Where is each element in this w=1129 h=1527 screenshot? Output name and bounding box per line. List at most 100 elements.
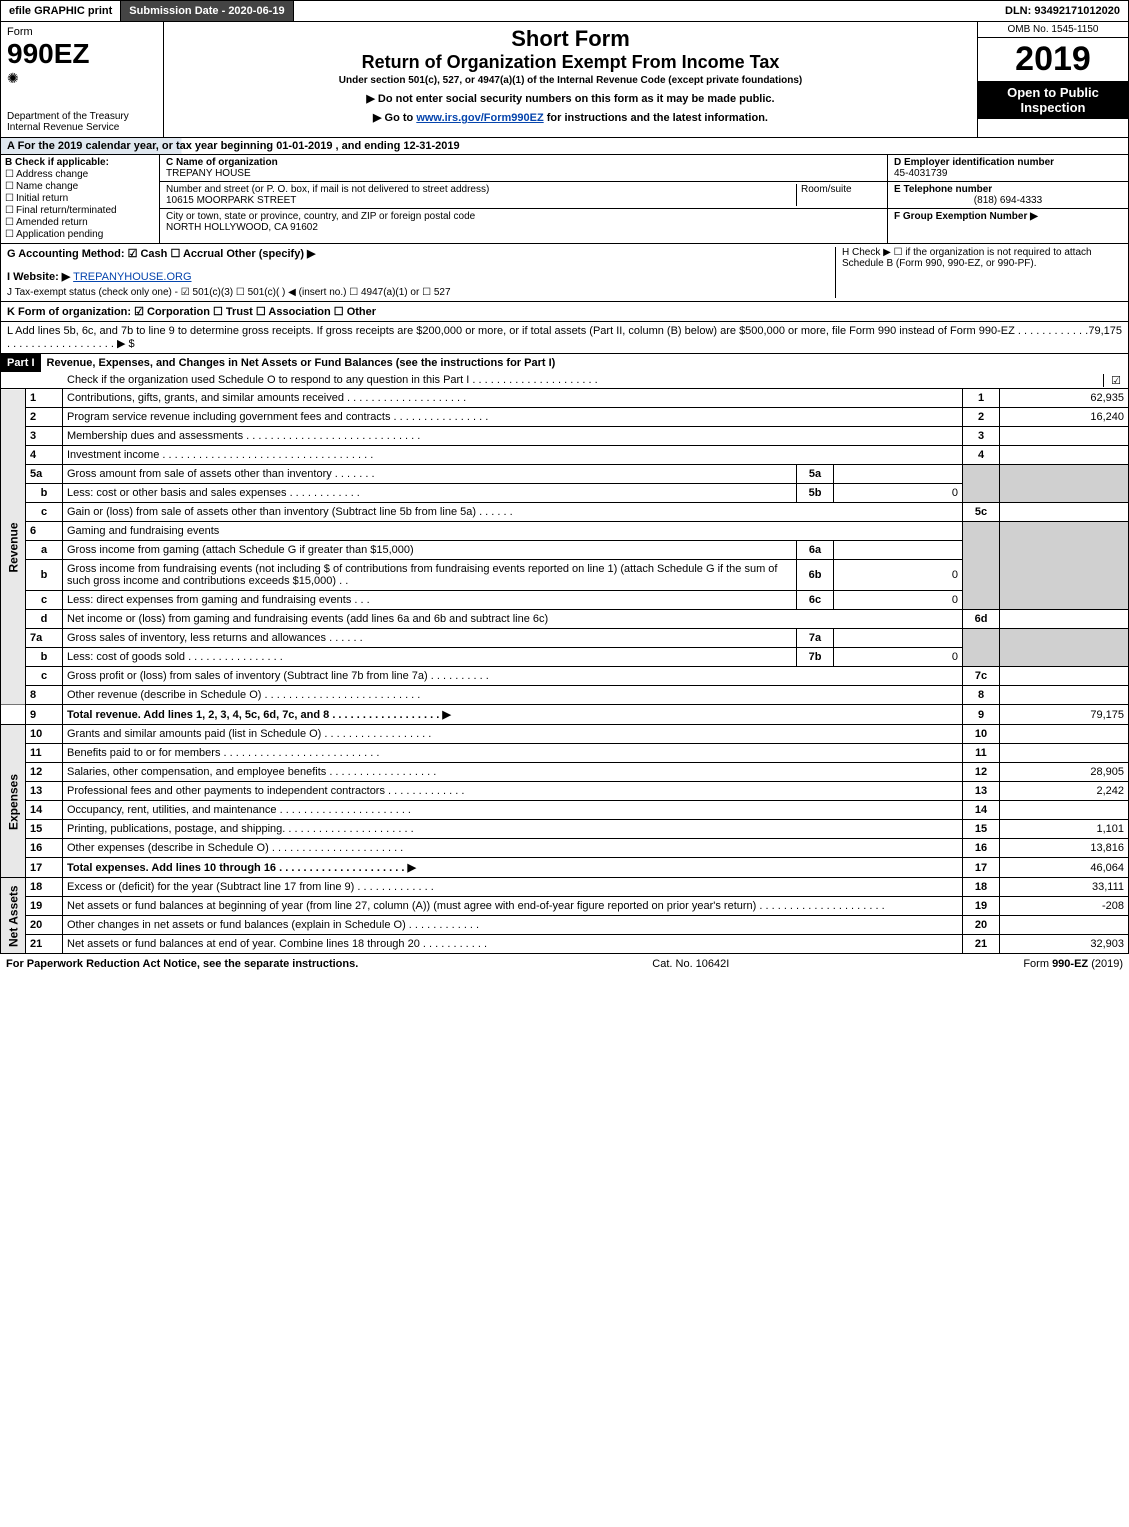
- line-6d-val: [1000, 610, 1129, 629]
- line-8-num: 8: [26, 686, 63, 705]
- footer-pre: Form: [1023, 958, 1052, 970]
- row-l: L Add lines 5b, 6c, and 7b to line 9 to …: [0, 322, 1129, 354]
- line-8-desc: Other revenue (describe in Schedule O) .…: [63, 686, 963, 705]
- section-def: D Employer identification number 45-4031…: [887, 155, 1128, 243]
- line-16-num: 16: [26, 839, 63, 858]
- line-15-desc: Printing, publications, postage, and shi…: [63, 820, 963, 839]
- efile-print-button[interactable]: efile GRAPHIC print: [1, 1, 121, 21]
- city-label: City or town, state or province, country…: [166, 211, 475, 222]
- section-b: B Check if applicable: Address change Na…: [1, 155, 160, 243]
- line-6-num: 6: [26, 522, 63, 541]
- line-1-val: 62,935: [1000, 389, 1129, 408]
- line-17-desc: Total expenses. Add lines 10 through 16 …: [63, 858, 963, 878]
- line-10-val: [1000, 725, 1129, 744]
- line-13-val: 2,242: [1000, 782, 1129, 801]
- line-5c-desc: Gain or (loss) from sale of assets other…: [63, 503, 963, 522]
- sidelabel-expenses: Expenses: [1, 725, 26, 878]
- line-5a-desc: Gross amount from sale of assets other t…: [63, 465, 797, 484]
- line-1-rnum: 1: [963, 389, 1000, 408]
- line-11-num: 11: [26, 744, 63, 763]
- line-12-num: 12: [26, 763, 63, 782]
- section-b-label: B Check if applicable:: [5, 157, 109, 168]
- line-6-greyval: [1000, 522, 1129, 610]
- line-6d-desc: Net income or (loss) from gaming and fun…: [63, 610, 963, 629]
- website-link[interactable]: TREPANYHOUSE.ORG: [73, 271, 191, 283]
- line-7ab-greyval: [1000, 629, 1129, 667]
- website-label: I Website: ▶: [7, 271, 70, 283]
- line-21-desc: Net assets or fund balances at end of ye…: [63, 935, 963, 954]
- line-21-num: 21: [26, 935, 63, 954]
- sidelabel-revenue: Revenue: [1, 389, 26, 705]
- line-5c-rnum: 5c: [963, 503, 1000, 522]
- line-10-num: 10: [26, 725, 63, 744]
- line-13-rnum: 13: [963, 782, 1000, 801]
- line-5b-innum: 5b: [797, 484, 834, 503]
- line-12-desc: Salaries, other compensation, and employ…: [63, 763, 963, 782]
- line-3-num: 3: [26, 427, 63, 446]
- line-2-rnum: 2: [963, 408, 1000, 427]
- line-6-greynum: [963, 522, 1000, 610]
- irs-link[interactable]: www.irs.gov/Form990EZ: [416, 112, 543, 124]
- header-subtitle: Under section 501(c), 527, or 4947(a)(1)…: [172, 75, 969, 86]
- cb-address-change[interactable]: Address change: [5, 169, 155, 180]
- topbar-spacer: [294, 1, 997, 21]
- e-label: E Telephone number: [894, 184, 992, 195]
- ein-cell: D Employer identification number 45-4031…: [888, 155, 1128, 182]
- header-left: Form 990EZ ✺ Department of the Treasury …: [1, 22, 164, 137]
- cb-initial-return[interactable]: Initial return: [5, 193, 155, 204]
- line-12-rnum: 12: [963, 763, 1000, 782]
- part1-checkbox[interactable]: ☑: [1103, 374, 1128, 387]
- line-6c-num: c: [26, 591, 63, 610]
- line-2-num: 2: [26, 408, 63, 427]
- line-5b-num: b: [26, 484, 63, 503]
- line-7c-desc: Gross profit or (loss) from sales of inv…: [63, 667, 963, 686]
- line-14-desc: Occupancy, rent, utilities, and maintena…: [63, 801, 963, 820]
- cb-application-pending[interactable]: Application pending: [5, 229, 155, 240]
- line-9-val: 79,175: [1000, 705, 1129, 725]
- part1-header-row: Part I Revenue, Expenses, and Changes in…: [0, 354, 1129, 389]
- line-5ab-greyval: [1000, 465, 1129, 503]
- cat-number: Cat. No. 10642I: [652, 958, 729, 970]
- line-4-num: 4: [26, 446, 63, 465]
- line-5c-num: c: [26, 503, 63, 522]
- form-of-org: K Form of organization: ☑ Corporation ☐ …: [7, 305, 376, 318]
- line-5c-val: [1000, 503, 1129, 522]
- line-6c-innum: 6c: [797, 591, 834, 610]
- line-11-desc: Benefits paid to or for members . . . . …: [63, 744, 963, 763]
- line-11-rnum: 11: [963, 744, 1000, 763]
- line-18-desc: Excess or (deficit) for the year (Subtra…: [63, 878, 963, 897]
- lines-table: Revenue 1 Contributions, gifts, grants, …: [0, 389, 1129, 954]
- line-10-rnum: 10: [963, 725, 1000, 744]
- line-18-val: 33,111: [1000, 878, 1129, 897]
- treasury-seal-icon: ✺: [7, 70, 157, 87]
- omb-number: OMB No. 1545-1150: [978, 22, 1128, 38]
- line-6b-num: b: [26, 560, 63, 591]
- line-10-desc: Grants and similar amounts paid (list in…: [63, 725, 963, 744]
- paperwork-notice: For Paperwork Reduction Act Notice, see …: [6, 958, 358, 970]
- row-j-tax-exempt: J Tax-exempt status (check only one) - ☑…: [7, 287, 835, 298]
- part1-label: Part I: [1, 354, 41, 372]
- part1-check-text: Check if the organization used Schedule …: [61, 372, 1103, 388]
- line-6d-num: d: [26, 610, 63, 629]
- cb-name-change[interactable]: Name change: [5, 181, 155, 192]
- street-row: Number and street (or P. O. box, if mail…: [160, 182, 887, 209]
- line-20-desc: Other changes in net assets or fund bala…: [63, 916, 963, 935]
- cb-amended-return[interactable]: Amended return: [5, 217, 155, 228]
- row-a-tax-year: A For the 2019 calendar year, or tax yea…: [0, 138, 1129, 155]
- line-6d-rnum: 6d: [963, 610, 1000, 629]
- line-6c-desc: Less: direct expenses from gaming and fu…: [63, 591, 797, 610]
- line-9-num: 9: [26, 705, 63, 725]
- sidelabel-netassets: Net Assets: [1, 878, 26, 954]
- goto-pre: ▶ Go to: [373, 112, 416, 124]
- cb-final-return[interactable]: Final return/terminated: [5, 205, 155, 216]
- line-7a-innum: 7a: [797, 629, 834, 648]
- line-1-desc: Contributions, gifts, grants, and simila…: [63, 389, 963, 408]
- line-17-val: 46,064: [1000, 858, 1129, 878]
- phone-cell: E Telephone number (818) 694-4333: [888, 182, 1128, 209]
- submission-date-button[interactable]: Submission Date - 2020-06-19: [121, 1, 293, 21]
- line-4-val: [1000, 446, 1129, 465]
- line-3-rnum: 3: [963, 427, 1000, 446]
- line-7a-num: 7a: [26, 629, 63, 648]
- header-center: Short Form Return of Organization Exempt…: [164, 22, 977, 137]
- street-label: Number and street (or P. O. box, if mail…: [166, 184, 489, 195]
